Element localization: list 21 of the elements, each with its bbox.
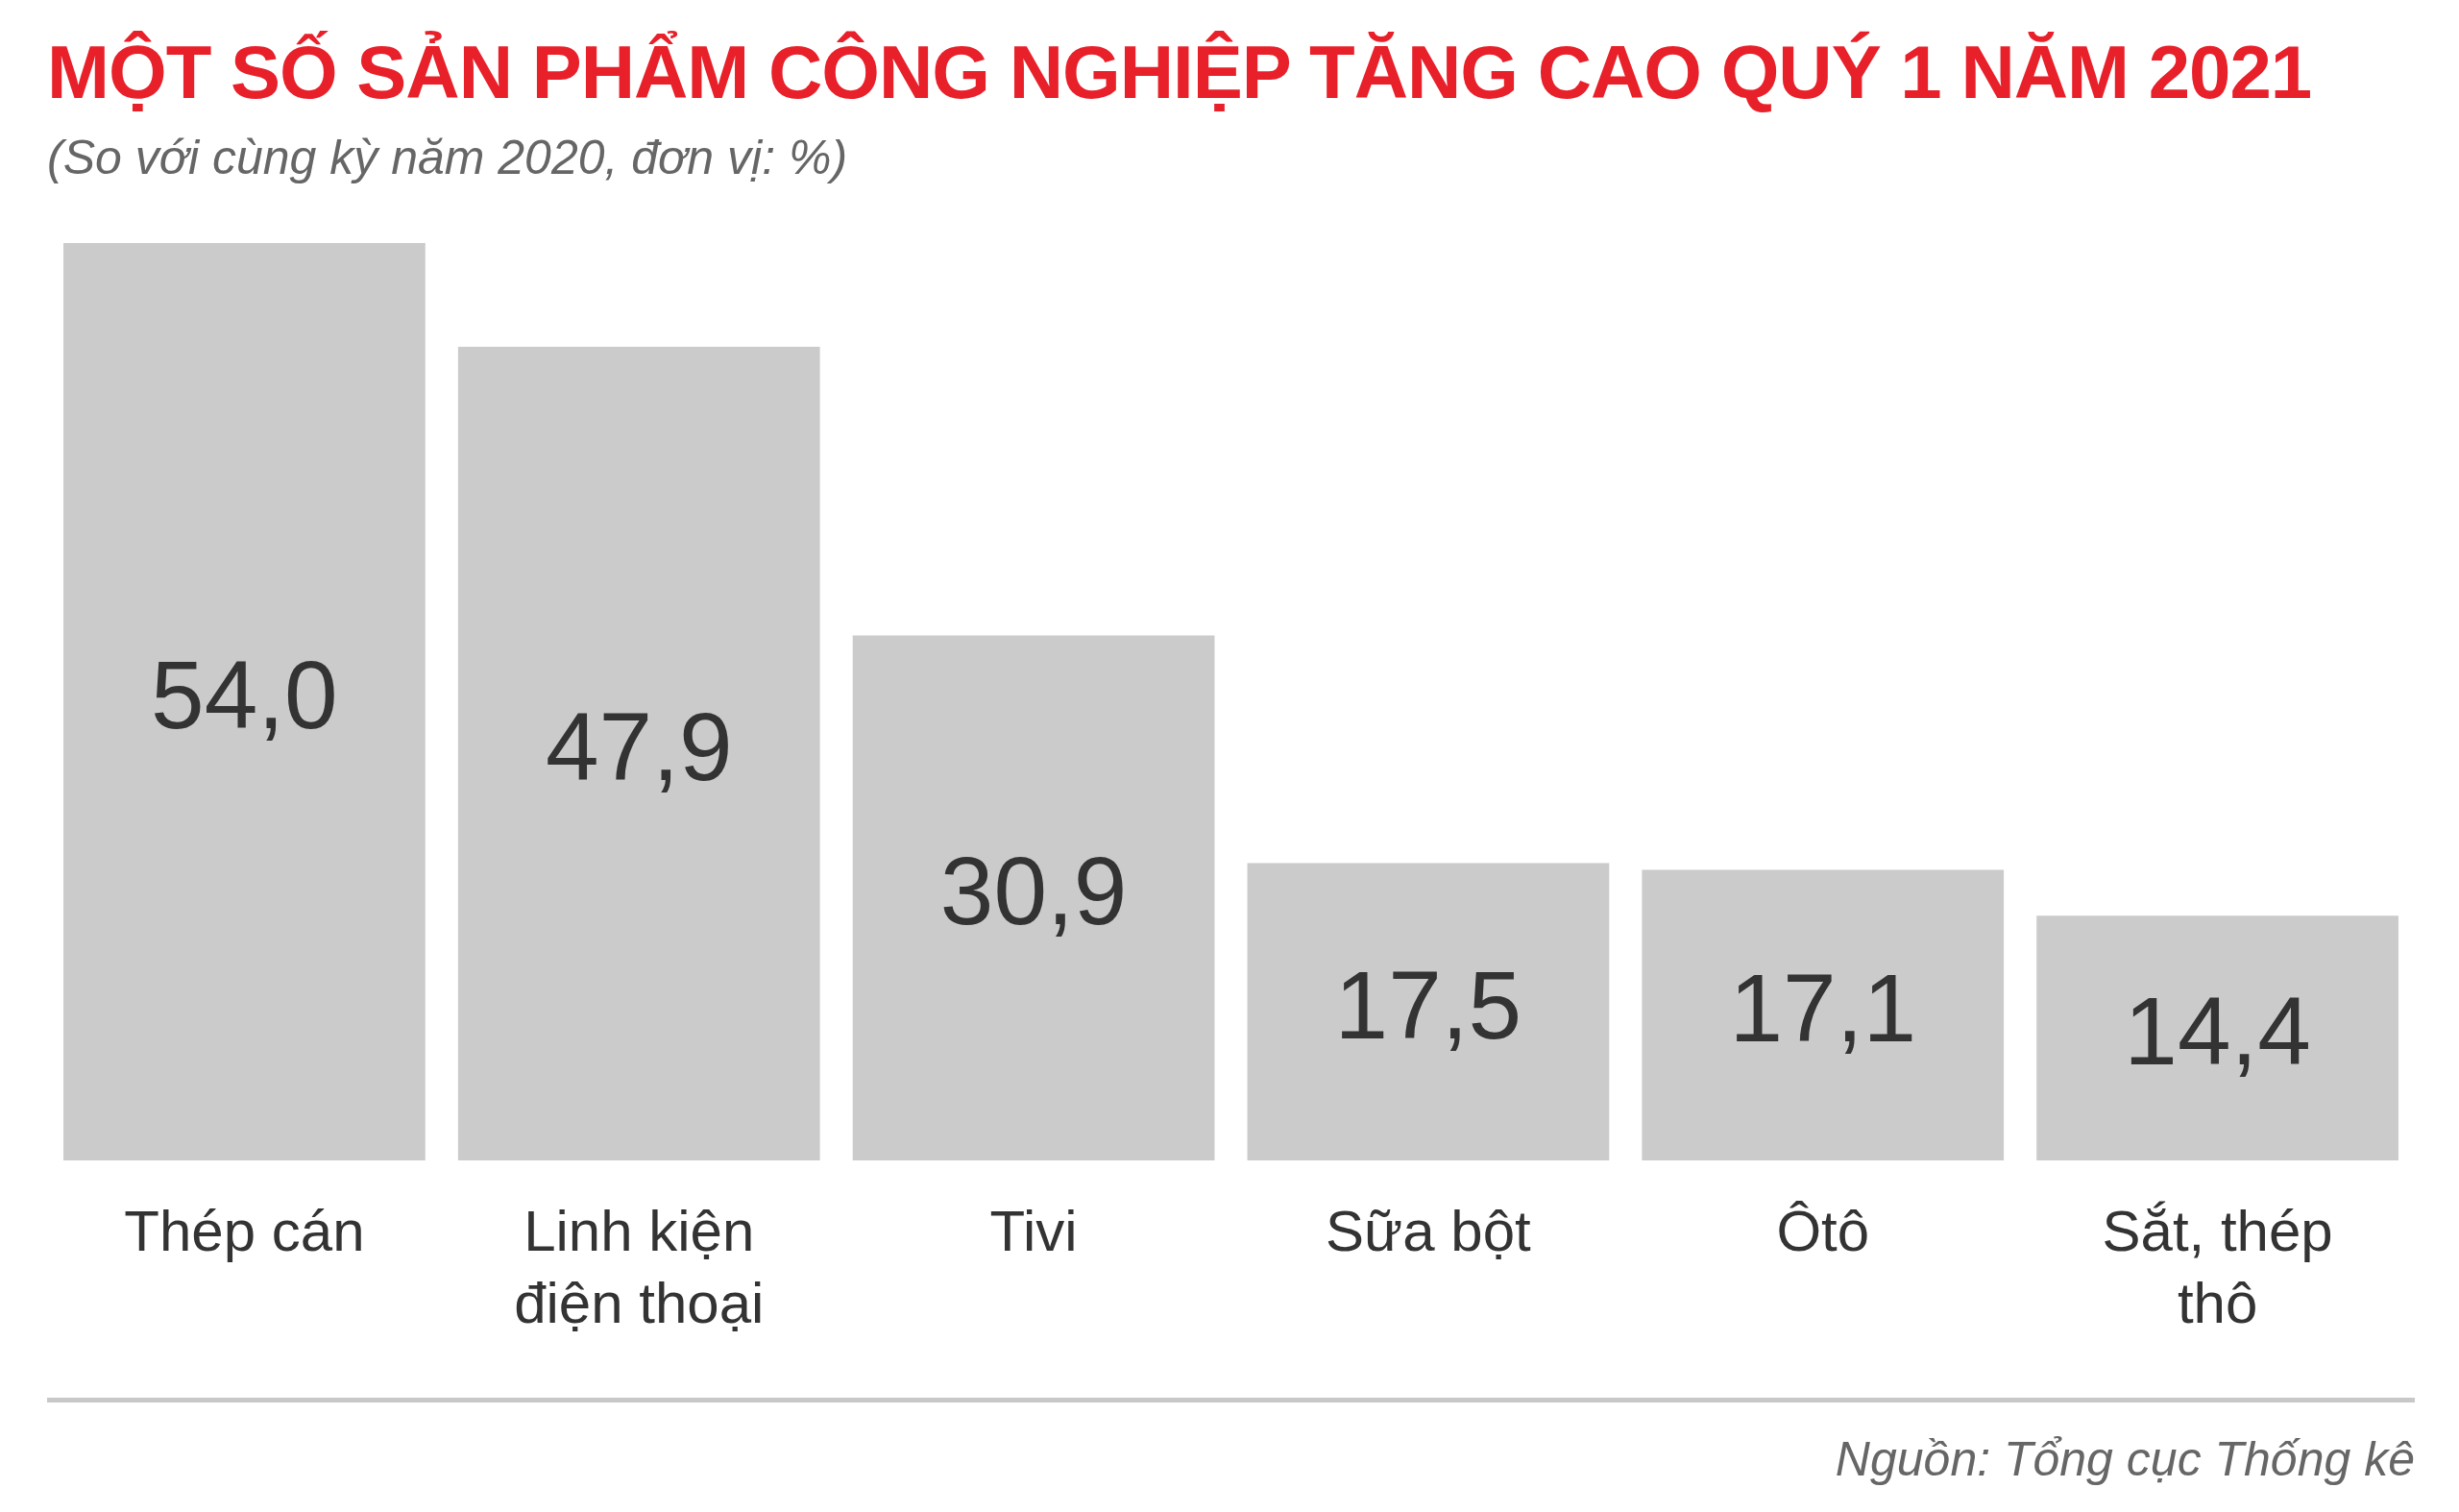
x-tick-label: Sữa bột [1326, 1199, 1532, 1264]
text: Nguồn: Tổng cục Thống kê [1835, 1431, 2415, 1487]
data-label: 30,9 [939, 837, 1128, 945]
bar [852, 635, 1215, 1160]
data-label: 17,1 [1729, 954, 1917, 1062]
x-tick-label: Thép cán [124, 1199, 365, 1264]
bar [457, 346, 820, 1160]
bar [1642, 869, 2005, 1160]
data-label: 14,4 [2124, 977, 2311, 1085]
x-tick-label: Sắt, thép thô [2102, 1199, 2333, 1336]
bar [1247, 863, 1610, 1160]
data-label: 17,5 [1334, 950, 1522, 1059]
chart-title: MỘT SỐ SẢN PHẨM CÔNG NGHIỆP TĂNG CAO QUÝ 1 NĂM 2021 [47, 29, 2312, 116]
x-tick-label: Linh kiện điện thoại [514, 1199, 765, 1336]
bar [2036, 915, 2398, 1160]
x-tick-label: Tivi [989, 1199, 1078, 1264]
bar [63, 243, 426, 1160]
data-label: 47,9 [545, 693, 733, 801]
data-label: 54,0 [151, 641, 338, 749]
x-tick-label: Ôtô [1776, 1199, 1870, 1264]
chart-subtitle: (So với cùng kỳ năm 2020, đơn vị: %) [47, 130, 848, 185]
